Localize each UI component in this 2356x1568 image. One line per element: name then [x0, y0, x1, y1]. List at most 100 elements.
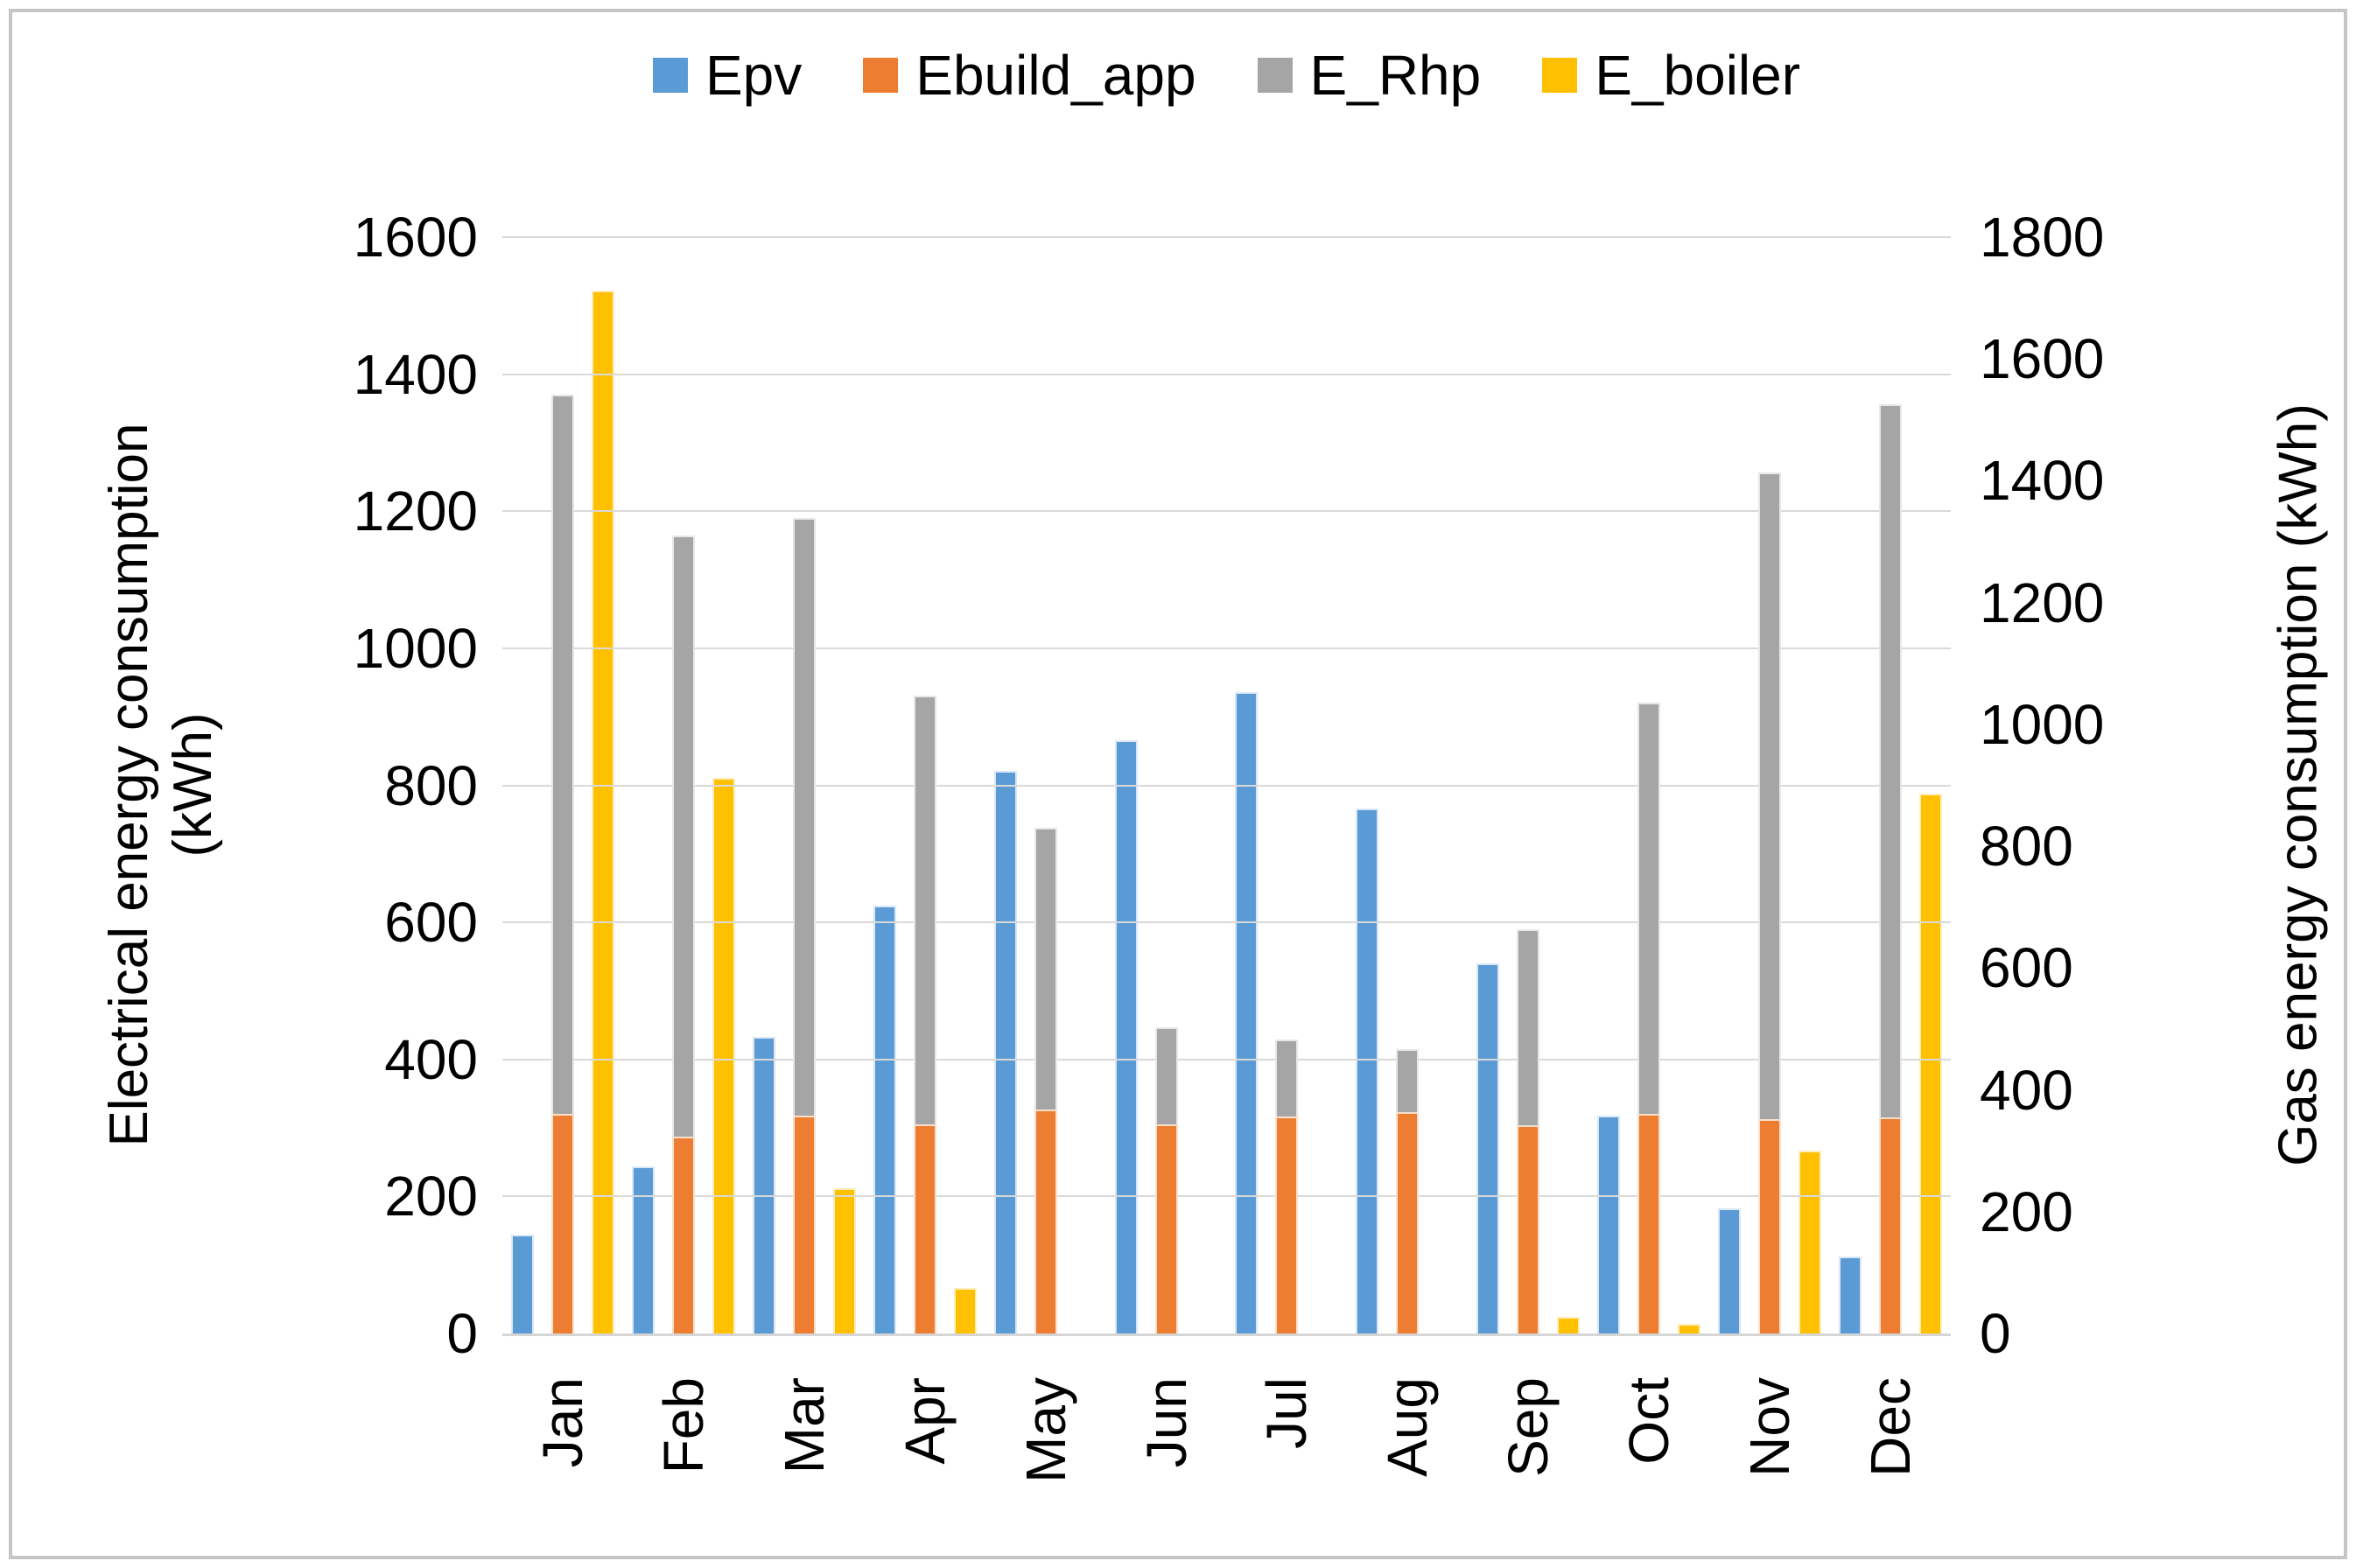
slot: [1790, 237, 1830, 1334]
left-tick-label: 1400: [353, 342, 478, 406]
bar-epv: [510, 1234, 534, 1334]
right-tick-label: 800: [1980, 815, 2073, 878]
gridline: [502, 1058, 1951, 1060]
bar-group-may: [985, 237, 1106, 1334]
slot: [1387, 237, 1427, 1334]
bar-ebuild_app: [671, 1136, 695, 1334]
bar-e_boiler: [1678, 1323, 1701, 1334]
bar-e_boiler: [1919, 793, 1942, 1334]
right-tick-label: 1400: [1980, 449, 2105, 513]
bar-ebuild_app: [1275, 1116, 1299, 1334]
slot: [1026, 237, 1066, 1334]
legend: Epv Ebuild_app E_Rhp E_boiler: [502, 47, 1951, 103]
slot: [1870, 237, 1911, 1334]
right-tick-label: 1000: [1980, 692, 2105, 756]
slot: [784, 237, 824, 1334]
slot: [1588, 237, 1629, 1334]
slot: [543, 237, 583, 1334]
bar-group-sep: [1468, 237, 1588, 1334]
left-tick-label: 0: [446, 1302, 478, 1365]
month-label-aug: Aug: [1376, 1377, 1440, 1477]
legend-label-e-boiler: E_boiler: [1595, 44, 1801, 107]
bar-group-nov: [1709, 237, 1830, 1334]
legend-swatch-epv: [652, 58, 688, 93]
slot: [1266, 237, 1307, 1334]
right-tick-label: 600: [1980, 936, 2073, 1000]
bar-group-dec: [1830, 237, 1951, 1334]
right-axis-tick-labels: 0 200 400 600 800 1000 1200 1400 1600 1800: [1966, 209, 2351, 1362]
bar-epv: [1839, 1256, 1862, 1334]
legend-item-e-boiler: E_boiler: [1542, 47, 1800, 103]
bar-epv: [752, 1037, 775, 1334]
right-tick-label: 400: [1980, 1058, 2073, 1122]
bar-epv: [631, 1166, 655, 1334]
legend-item-ebuild-app: Ebuild_app: [863, 47, 1196, 103]
slot: [865, 237, 905, 1334]
bar-group-mar: [744, 237, 865, 1334]
left-tick-label: 1000: [353, 616, 478, 680]
left-tick-label: 1600: [353, 206, 478, 269]
slot: [583, 237, 623, 1334]
slot: [1911, 237, 1951, 1334]
bar-epv: [873, 905, 896, 1334]
bar-ebuild_app: [550, 1113, 574, 1334]
legend-label-epv: Epv: [705, 44, 803, 107]
bar-epv: [1597, 1116, 1621, 1334]
slot: [663, 237, 704, 1334]
bar-e_boiler: [712, 778, 735, 1334]
bar-ebuild_app: [1034, 1110, 1057, 1334]
month-label-feb: Feb: [651, 1377, 715, 1474]
bar-ebuild_app: [1517, 1125, 1540, 1334]
bar-ebuild_app: [1154, 1124, 1178, 1334]
month-label-may: May: [1013, 1377, 1077, 1483]
legend-swatch-e-rhp: [1257, 58, 1293, 93]
gridline: [502, 784, 1951, 787]
month-label-dec: Dec: [1859, 1377, 1923, 1477]
month-label-sep: Sep: [1497, 1377, 1560, 1477]
left-tick-label: 200: [384, 1165, 478, 1228]
slot: [1629, 237, 1669, 1334]
slot: [623, 237, 663, 1334]
slot: [905, 237, 945, 1334]
bar-ebuild_app: [1637, 1113, 1661, 1334]
month-label-jul: Jul: [1255, 1377, 1319, 1449]
bar-epv: [1476, 963, 1500, 1334]
slot: [704, 237, 744, 1334]
slot: [1106, 237, 1146, 1334]
bar-ebuild_app: [792, 1115, 816, 1334]
month-label-nov: Nov: [1738, 1377, 1802, 1477]
slot: [985, 237, 1026, 1334]
legend-item-epv: Epv: [652, 44, 803, 107]
bar-epv: [993, 770, 1017, 1334]
bar-group-oct: [1588, 237, 1709, 1334]
gridline: [502, 510, 1951, 513]
bar-e_boiler: [953, 1287, 977, 1334]
month-label-apr: Apr: [893, 1377, 957, 1465]
month-axis-labels: Jan Feb Mar Apr May Jun Jul Aug Sep Oct Nov Dec: [502, 1377, 1951, 1561]
right-tick-label: 0: [1980, 1302, 2011, 1365]
bar-group-jan: [502, 237, 623, 1334]
bar-e_boiler: [1799, 1151, 1822, 1334]
bar-epv: [1114, 740, 1138, 1334]
bar-e_boiler: [1557, 1316, 1581, 1334]
left-tick-label: 800: [384, 753, 478, 817]
bar-group-aug: [1347, 237, 1468, 1334]
gridline: [502, 1195, 1951, 1198]
slot: [945, 237, 985, 1334]
gridline: [502, 647, 1951, 649]
left-tick-label: 400: [384, 1027, 478, 1091]
right-tick-label: 200: [1980, 1180, 2073, 1243]
slot: [1227, 237, 1267, 1334]
bar-e_boiler: [591, 290, 614, 1334]
slot: [824, 237, 865, 1334]
right-tick-label: 1600: [1980, 327, 2105, 391]
bar-group-jul: [1227, 237, 1348, 1334]
bar-epv: [1235, 692, 1259, 1334]
slot: [1709, 237, 1749, 1334]
month-label-jun: Jun: [1134, 1377, 1198, 1468]
gridline: [502, 373, 1951, 375]
month-label-oct: Oct: [1617, 1377, 1681, 1465]
slot: [1146, 237, 1187, 1334]
right-tick-label: 1200: [1980, 570, 2105, 634]
bar-epv: [1718, 1208, 1742, 1334]
